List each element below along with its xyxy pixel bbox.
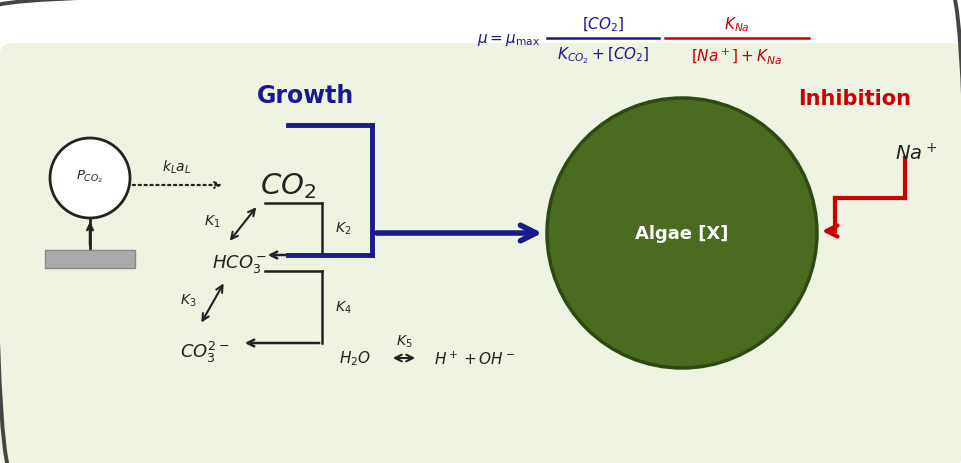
Circle shape [50, 139, 130, 219]
Text: $K_2$: $K_2$ [334, 220, 351, 237]
Text: $K_{CO_2} + [CO_2]$: $K_{CO_2} + [CO_2]$ [556, 46, 649, 66]
Text: Inhibition: Inhibition [798, 89, 911, 109]
Text: $[CO_2]$: $[CO_2]$ [581, 16, 624, 34]
Text: $H_2O$: $H_2O$ [338, 349, 371, 368]
Bar [45, 250, 135, 269]
Circle shape [547, 99, 816, 368]
Text: $[Na^+] + K_{Na}$: $[Na^+] + K_{Na}$ [691, 46, 782, 66]
Text: $k_L a_L$: $k_L a_L$ [162, 158, 191, 175]
Text: $Na^+$: $Na^+$ [894, 143, 936, 164]
FancyBboxPatch shape [0, 44, 961, 463]
Text: Algae [X]: Algae [X] [634, 225, 727, 243]
Text: $P_{CO_2}$: $P_{CO_2}$ [76, 169, 104, 185]
Text: $K_4$: $K_4$ [334, 299, 352, 315]
Text: $CO_3^{2-}$: $CO_3^{2-}$ [180, 339, 230, 364]
Text: $K_5$: $K_5$ [395, 333, 412, 350]
Text: $K_1$: $K_1$ [204, 213, 220, 230]
Text: $\mu = \mu_{\mathrm{max}}$: $\mu = \mu_{\mathrm{max}}$ [477, 32, 539, 48]
Text: $K_{Na}$: $K_{Na}$ [724, 16, 750, 34]
Text: Growth: Growth [257, 84, 354, 108]
Text: $K_3$: $K_3$ [180, 292, 196, 308]
Text: $HCO_3^-$: $HCO_3^-$ [212, 252, 267, 275]
Text: $H^+ + OH^-$: $H^+ + OH^-$ [433, 350, 515, 367]
Text: $CO_2$: $CO_2$ [259, 171, 316, 200]
